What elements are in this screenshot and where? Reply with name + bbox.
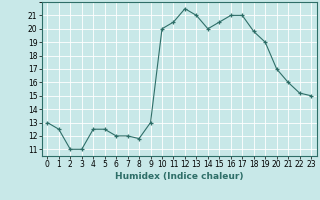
X-axis label: Humidex (Indice chaleur): Humidex (Indice chaleur) [115,172,244,181]
